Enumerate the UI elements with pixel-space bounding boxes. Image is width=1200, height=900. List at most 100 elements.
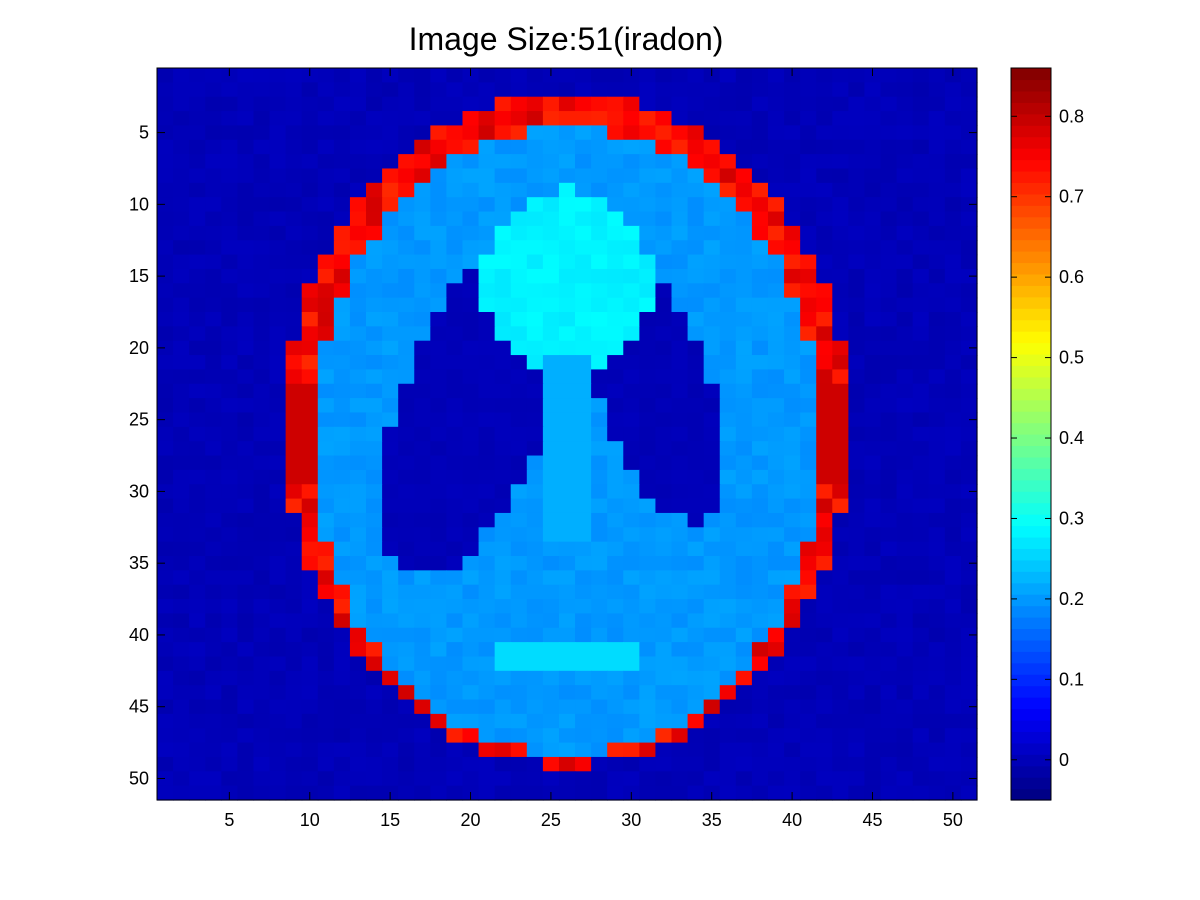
heatmap-cell <box>205 670 222 686</box>
heatmap-cell <box>173 355 190 371</box>
heatmap-cell <box>301 556 319 571</box>
heatmap-cell <box>366 340 383 356</box>
heatmap-cell <box>623 283 640 299</box>
heatmap-cell <box>157 125 174 141</box>
heatmap-cell <box>767 283 785 299</box>
heatmap-cell <box>558 154 576 170</box>
x-tick-label: 35 <box>702 810 722 830</box>
heatmap-cell <box>510 240 528 256</box>
heatmap-cell <box>784 570 801 586</box>
heatmap-cell <box>800 383 817 399</box>
heatmap-cell <box>430 527 448 543</box>
heatmap-cell <box>285 613 303 629</box>
heatmap-cell <box>526 599 544 615</box>
heatmap-cell <box>542 268 560 284</box>
heatmap-cell <box>575 756 592 772</box>
heatmap-cell <box>317 154 335 170</box>
heatmap-cell <box>285 268 303 284</box>
heatmap-cell <box>719 369 737 385</box>
heatmap-cell <box>221 268 238 284</box>
heatmap-cell <box>784 599 801 615</box>
heatmap-cell <box>366 283 383 299</box>
heatmap-cell <box>430 96 448 112</box>
heatmap-cell <box>639 527 657 543</box>
colorbar-swatch <box>1011 731 1051 744</box>
heatmap-cell <box>591 355 608 371</box>
heatmap-cell <box>478 728 496 744</box>
heatmap-cell <box>382 713 399 729</box>
heatmap-cell <box>494 527 512 543</box>
heatmap-cell <box>157 455 174 471</box>
heatmap-cell <box>575 168 592 184</box>
heatmap-cell <box>269 613 287 629</box>
heatmap-cell <box>800 340 817 356</box>
heatmap-cell <box>478 254 496 270</box>
heatmap-cell <box>816 398 833 414</box>
heatmap-cell <box>751 713 769 729</box>
heatmap-cell <box>478 484 496 500</box>
heatmap-cell <box>607 125 624 141</box>
heatmap-cell <box>366 254 383 270</box>
heatmap-cell <box>623 771 640 787</box>
heatmap-cell <box>253 699 271 715</box>
heatmap-cell <box>751 154 769 170</box>
heatmap-cell <box>944 96 962 112</box>
heatmap-cell <box>880 355 898 371</box>
heatmap-cell <box>173 771 190 787</box>
heatmap-cell <box>767 412 785 428</box>
colorbar-swatch <box>1011 674 1051 687</box>
heatmap-cell <box>494 771 512 787</box>
heatmap-cell <box>591 182 608 198</box>
heatmap-cell <box>237 68 255 83</box>
heatmap-cell <box>880 756 898 772</box>
heatmap-cell <box>832 96 849 112</box>
heatmap-cell <box>751 268 769 284</box>
heatmap-cell <box>494 556 512 571</box>
heatmap-cell <box>301 455 319 471</box>
heatmap-cell <box>526 254 544 270</box>
heatmap-cell <box>173 584 190 600</box>
heatmap-cell <box>430 484 448 500</box>
heatmap-cell <box>366 369 383 385</box>
heatmap-cell <box>784 512 801 528</box>
heatmap-cell <box>430 613 448 629</box>
heatmap-cell <box>526 412 544 428</box>
heatmap-cell <box>751 785 769 801</box>
heatmap-cell <box>655 225 673 241</box>
heatmap-cell <box>575 369 592 385</box>
heatmap-cell <box>366 484 383 500</box>
heatmap-cell <box>848 383 866 399</box>
heatmap-cell <box>173 455 190 471</box>
heatmap-cell <box>173 599 190 615</box>
heatmap-cell <box>558 125 576 141</box>
heatmap-cell <box>767 426 785 442</box>
heatmap-cell <box>687 713 705 729</box>
heatmap-cell <box>526 699 544 715</box>
heatmap-cell <box>912 225 930 241</box>
heatmap-cell <box>832 556 849 571</box>
heatmap-cell <box>703 326 721 342</box>
heatmap-cell <box>719 125 737 141</box>
heatmap-cell <box>671 96 689 112</box>
heatmap-cell <box>366 154 383 170</box>
heatmap-cell <box>639 297 657 313</box>
heatmap-cell <box>800 656 817 672</box>
heatmap-cell <box>575 484 592 500</box>
heatmap-cell <box>751 484 769 500</box>
heatmap-cell <box>510 685 528 701</box>
heatmap-cell <box>896 670 914 686</box>
heatmap-cell <box>382 125 399 141</box>
heatmap-cell <box>478 455 496 471</box>
heatmap-cell <box>703 584 721 600</box>
heatmap-cell <box>221 326 238 342</box>
heatmap-cell <box>301 713 319 729</box>
heatmap-cell <box>510 627 528 643</box>
heatmap-cell <box>478 355 496 371</box>
heatmap-cell <box>767 556 785 571</box>
heatmap-cell <box>816 484 833 500</box>
heatmap-cell <box>446 771 464 787</box>
heatmap-cell <box>269 68 287 83</box>
heatmap-cell <box>800 96 817 112</box>
heatmap-cell <box>816 498 833 514</box>
